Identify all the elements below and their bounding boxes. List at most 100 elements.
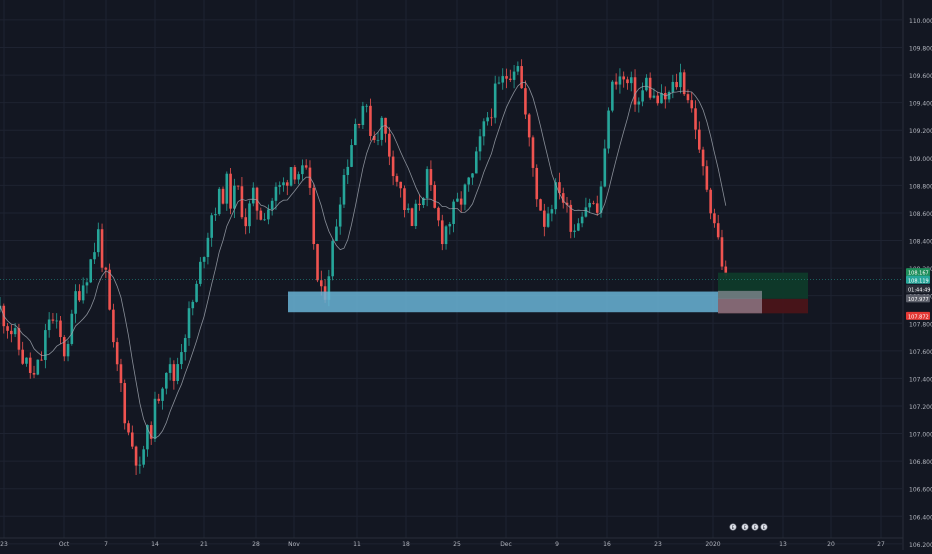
candle-body [165, 372, 168, 389]
x-tick-label: 23 [0, 541, 8, 548]
candle-body [131, 432, 134, 447]
candle-body [376, 139, 380, 141]
candle-body [656, 95, 660, 104]
price-label-text: 108.167 [908, 271, 929, 277]
candle-body [459, 198, 463, 205]
price-label-text: 108.119 [908, 278, 929, 284]
candle-body [187, 308, 191, 339]
candle-body [320, 280, 323, 287]
candle-body [40, 359, 43, 361]
candle-body [225, 173, 229, 204]
candle-body [89, 259, 93, 283]
candle-body [478, 136, 482, 152]
candle-body [195, 283, 198, 302]
candle-body [403, 188, 406, 210]
candle-body [429, 169, 433, 185]
price-label-badge [906, 268, 930, 277]
demand-zone-rectangle[interactable] [288, 291, 762, 313]
candle-body [312, 187, 316, 245]
y-tick-label: 108.800 [909, 183, 932, 190]
candle-body [716, 223, 720, 238]
candle-body [369, 105, 372, 136]
candle-body [720, 237, 724, 267]
candle-body [592, 202, 595, 204]
candle-body [388, 133, 391, 157]
candle-body [236, 185, 240, 187]
candle-body [565, 202, 569, 205]
candle-body [399, 181, 402, 189]
candle-body [705, 166, 709, 190]
candle-body [134, 446, 138, 466]
candle-body [338, 204, 342, 227]
candle-body [539, 199, 542, 211]
candle-body [149, 425, 153, 439]
candle-body [93, 252, 96, 260]
candle-body [119, 364, 123, 384]
event-marker-icon[interactable] [741, 523, 749, 531]
candle-body [263, 219, 266, 221]
candle-body [414, 203, 418, 226]
candle-body [690, 100, 694, 109]
event-marker-label: E [763, 525, 766, 531]
candle-body [535, 167, 539, 200]
y-tick-label: 106.400 [909, 514, 932, 521]
event-marker-icon[interactable] [751, 523, 759, 531]
x-tick-label: 27 [877, 541, 885, 548]
candle-body [104, 267, 108, 270]
candle-body [437, 207, 440, 221]
x-tick-label: 2020 [705, 541, 720, 548]
candle-body [115, 342, 119, 365]
candle-body [47, 319, 51, 331]
candle-body [74, 291, 77, 314]
candle-body [433, 184, 436, 208]
candle-body [380, 117, 384, 140]
x-tick-label: 25 [453, 541, 461, 548]
y-tick-label: 108.400 [909, 239, 932, 246]
event-marker-icon[interactable] [760, 523, 768, 531]
candle-body [157, 398, 161, 401]
candle-body [395, 176, 399, 182]
candle-body [282, 182, 285, 186]
candle-body [709, 189, 712, 214]
candle-body [28, 357, 32, 373]
candle-body [645, 77, 648, 91]
candle-body [36, 359, 40, 375]
price-label-text: 107.977 [908, 297, 929, 303]
candle-body [70, 313, 74, 344]
price-label-text: 01:44:49 [908, 287, 930, 293]
candle-body [724, 266, 728, 276]
position-overlap-shade [718, 290, 762, 314]
y-tick-label: 107.000 [909, 432, 932, 439]
y-tick-label: 109.400 [909, 101, 932, 108]
candle-body [62, 337, 66, 357]
candle-body [406, 208, 410, 210]
candle-body [13, 328, 17, 335]
candle-body [153, 398, 157, 439]
y-tick-label: 106.200 [909, 542, 932, 549]
candle-body [682, 72, 686, 95]
candle-body [584, 207, 588, 217]
x-tick-label: 21 [200, 541, 208, 548]
event-marker-icon[interactable] [729, 523, 737, 531]
candle-body [561, 193, 565, 203]
candle-body [100, 229, 104, 268]
y-tick-label: 107.200 [909, 404, 932, 411]
candle-body [527, 114, 531, 138]
candle-body [123, 383, 127, 424]
candle-body [361, 106, 365, 125]
y-tick-label: 107.600 [909, 349, 932, 356]
candle-body [474, 151, 478, 174]
candle-body [214, 214, 217, 216]
candle-body [244, 217, 247, 227]
candle-body [240, 186, 244, 218]
candle-body [667, 92, 671, 100]
candle-body [354, 123, 357, 146]
candle-body [342, 175, 346, 205]
candle-body [327, 276, 331, 300]
moving-average-line [0, 81, 727, 439]
candle-body [316, 244, 319, 281]
y-tick-label: 110.000 [909, 18, 932, 25]
candle-body [172, 364, 176, 381]
candle-body [629, 77, 633, 84]
